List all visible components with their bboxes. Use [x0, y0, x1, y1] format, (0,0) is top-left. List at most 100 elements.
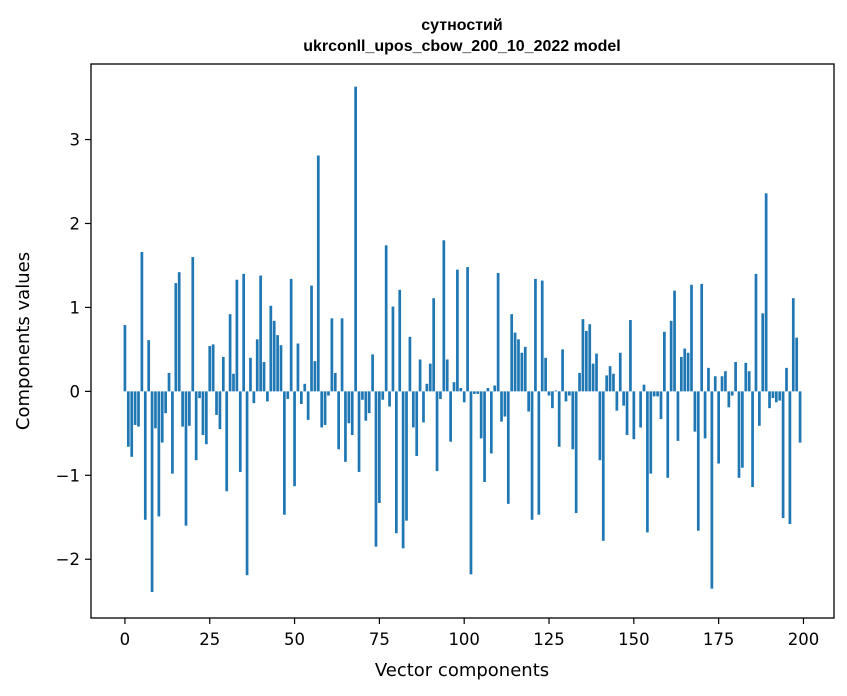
bar: [683, 348, 687, 392]
bar: [320, 391, 324, 428]
bar: [157, 391, 161, 517]
bar: [724, 371, 727, 392]
bar: [167, 372, 171, 392]
bar: [469, 391, 473, 575]
bar: [279, 345, 283, 392]
bar: [489, 391, 493, 454]
bar: [754, 273, 758, 392]
bar: [299, 391, 303, 404]
bar: [778, 391, 782, 401]
bar: [422, 391, 425, 423]
bar: [130, 391, 134, 457]
bar: [374, 391, 378, 547]
bar: [768, 391, 771, 409]
bar: [696, 391, 700, 531]
bar: [554, 390, 558, 392]
x-tick-label: 175: [703, 630, 735, 649]
bar: [717, 391, 720, 464]
bar: [347, 391, 351, 424]
bar: [520, 352, 524, 392]
bar: [523, 346, 527, 392]
bar: [242, 273, 246, 392]
y-tick-label: 2: [70, 214, 81, 233]
bar: [476, 391, 480, 394]
y-axis-label: Components values: [13, 252, 34, 430]
bar: [293, 391, 296, 487]
bar: [679, 356, 683, 392]
bar: [544, 357, 547, 392]
bar: [252, 391, 256, 404]
bar: [741, 391, 744, 468]
bar: [659, 391, 663, 420]
bar: [432, 298, 436, 392]
bar: [333, 372, 337, 392]
bar: [269, 305, 273, 392]
bar: [456, 269, 459, 392]
bar: [188, 391, 191, 426]
bar: [568, 391, 571, 396]
bar: [690, 284, 693, 392]
bar: [228, 314, 232, 392]
bar: [394, 391, 398, 534]
bar: [510, 314, 514, 392]
bar: [340, 318, 344, 392]
bar: [771, 391, 775, 399]
bar: [483, 391, 486, 483]
bar: [221, 356, 225, 392]
bars-group: [123, 86, 802, 592]
bar: [622, 391, 626, 406]
bar: [350, 391, 354, 436]
bar: [381, 391, 385, 400]
bar: [639, 391, 642, 428]
y-axis: −2 −1 0 1 2 3: [56, 131, 91, 569]
bar: [669, 320, 673, 392]
bar: [310, 285, 313, 392]
x-tick-label: 50: [284, 630, 305, 649]
bar: [266, 391, 269, 402]
bar: [361, 391, 364, 400]
x-axis-label: Vector components: [375, 660, 549, 681]
bar: [764, 193, 768, 392]
bar: [727, 391, 731, 408]
bar: [605, 375, 609, 392]
bar: [276, 335, 279, 392]
bar: [791, 298, 795, 392]
x-tick-label: 0: [120, 630, 131, 649]
bar: [428, 363, 432, 392]
bar: [500, 391, 503, 422]
bar: [747, 371, 751, 392]
x-tick-label: 75: [369, 630, 390, 649]
bar: [323, 391, 327, 425]
bar: [327, 391, 330, 396]
bar: [466, 267, 469, 392]
y-tick-label: 1: [70, 298, 81, 317]
bar: [479, 391, 483, 439]
y-tick-label: −1: [56, 466, 80, 485]
bar: [378, 391, 381, 503]
bar: [425, 383, 429, 392]
bar: [289, 278, 293, 392]
bar: [204, 391, 208, 445]
y-tick-label: 3: [70, 131, 81, 150]
bar: [357, 391, 361, 472]
x-tick-label: 200: [788, 630, 820, 649]
bar: [686, 352, 690, 392]
bar: [486, 388, 490, 392]
bar: [171, 391, 174, 474]
bar: [730, 391, 734, 396]
bar: [713, 376, 717, 392]
bar: [574, 391, 578, 514]
bar: [588, 324, 592, 392]
bar: [211, 344, 215, 392]
bar: [642, 384, 646, 392]
bar: [452, 382, 456, 392]
bar: [415, 391, 419, 456]
bar: [215, 391, 218, 415]
bar: [391, 306, 395, 392]
bar: [235, 279, 239, 392]
bar: [330, 318, 334, 392]
bar: [296, 343, 300, 392]
bar: [255, 339, 259, 392]
bar: [618, 352, 622, 392]
bar: [208, 346, 212, 392]
